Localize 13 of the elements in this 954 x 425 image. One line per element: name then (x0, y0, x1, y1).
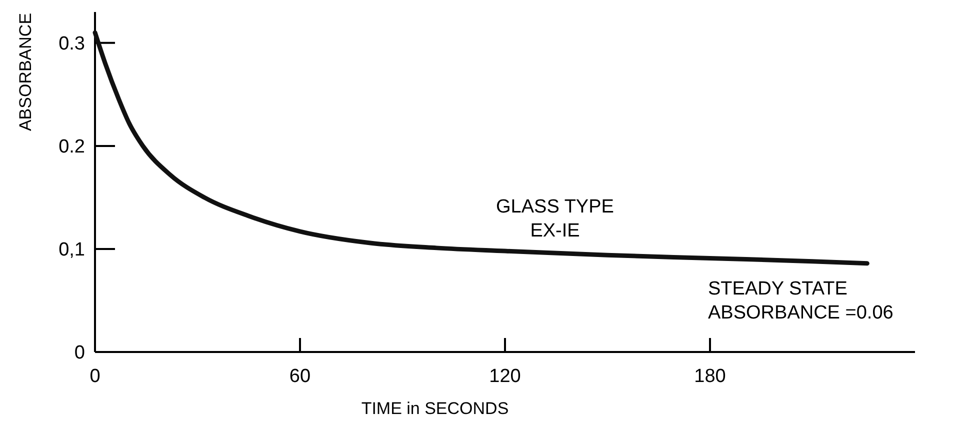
y-tick-label: 0.2 (58, 136, 85, 158)
y-tick-label: 0,1 (58, 240, 85, 261)
x-tick-label: 180 (694, 366, 726, 387)
x-tick-label: 60 (289, 366, 311, 387)
y-tick-label: 0.3 (58, 34, 85, 55)
y-axis-title: ABSORBANCE (16, 12, 35, 132)
line-series (92, 30, 870, 266)
x-tick-label: 0 (90, 366, 100, 387)
annotation: STEADY STATE ABSORBANCE =0.06 (708, 278, 894, 324)
y-tick-label: 0 (74, 342, 85, 364)
annotation: GLASS TYPE EX-IE (496, 196, 614, 242)
x-tick-label: 120 (489, 366, 521, 387)
x-axis-title: TIME in SECONDS (361, 399, 509, 418)
